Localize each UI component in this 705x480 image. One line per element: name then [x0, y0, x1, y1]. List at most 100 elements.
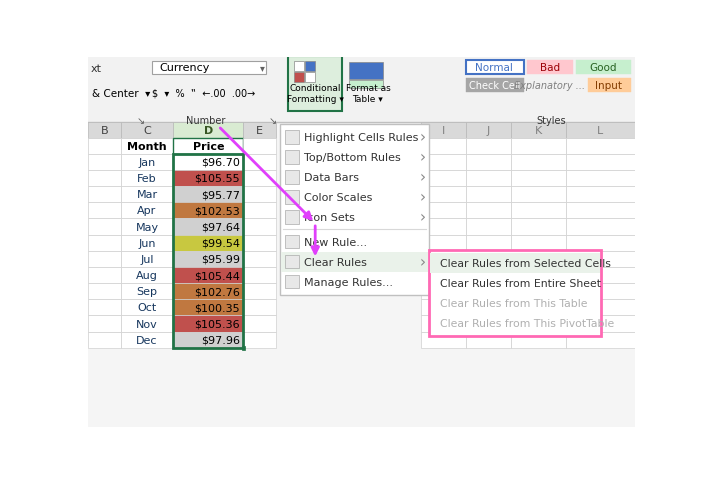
- Bar: [465, 138, 510, 155]
- Text: Icon Sets: Icon Sets: [304, 213, 355, 222]
- FancyBboxPatch shape: [288, 57, 343, 112]
- Text: $102.53: $102.53: [195, 206, 240, 216]
- Text: Check Cell: Check Cell: [469, 81, 520, 91]
- Bar: [173, 316, 243, 332]
- Text: Top/Bottom Rules: Top/Bottom Rules: [304, 153, 400, 163]
- Bar: [243, 187, 276, 203]
- Text: $97.96: $97.96: [201, 335, 240, 345]
- Text: Styles: Styles: [536, 116, 565, 126]
- Bar: [243, 267, 276, 284]
- Bar: [243, 138, 276, 155]
- Bar: [121, 219, 173, 235]
- Bar: [173, 187, 243, 203]
- Bar: [566, 316, 634, 332]
- Text: $97.64: $97.64: [201, 222, 240, 232]
- Bar: [243, 332, 276, 348]
- Bar: [285, 191, 299, 204]
- Bar: [173, 138, 243, 155]
- Bar: [88, 300, 121, 316]
- Bar: [173, 332, 243, 348]
- Bar: [173, 300, 243, 316]
- Bar: [465, 187, 510, 203]
- Bar: [88, 332, 121, 348]
- Bar: [510, 138, 566, 155]
- Bar: [422, 316, 465, 332]
- Bar: [243, 316, 276, 332]
- Bar: [285, 211, 299, 224]
- Text: Normal: Normal: [475, 63, 513, 73]
- Text: $95.99: $95.99: [201, 254, 240, 264]
- Bar: [243, 123, 276, 138]
- Text: L: L: [597, 126, 603, 135]
- Bar: [243, 251, 276, 267]
- Bar: [121, 170, 173, 187]
- Text: D: D: [204, 126, 213, 135]
- Text: Feb: Feb: [137, 174, 157, 184]
- Bar: [510, 300, 566, 316]
- Bar: [465, 170, 510, 187]
- FancyBboxPatch shape: [429, 251, 601, 336]
- Text: ›: ›: [420, 190, 426, 205]
- Bar: [566, 138, 634, 155]
- Bar: [88, 123, 121, 138]
- Text: Data Bars: Data Bars: [304, 172, 359, 182]
- Bar: [294, 73, 305, 83]
- Bar: [173, 170, 243, 187]
- Text: Jun: Jun: [138, 238, 156, 248]
- Bar: [465, 316, 510, 332]
- Bar: [510, 332, 566, 348]
- Bar: [285, 255, 299, 269]
- Text: Clear Rules from This Table: Clear Rules from This Table: [440, 299, 587, 309]
- Text: Dec: Dec: [136, 335, 158, 345]
- Text: Conditional
Formatting ▾: Conditional Formatting ▾: [287, 84, 343, 104]
- Bar: [88, 219, 121, 235]
- Bar: [510, 267, 566, 284]
- Bar: [566, 251, 634, 267]
- Bar: [465, 155, 510, 170]
- Bar: [88, 284, 121, 300]
- Bar: [121, 187, 173, 203]
- Text: ›: ›: [420, 210, 426, 225]
- Bar: [566, 219, 634, 235]
- Text: Bad: Bad: [540, 63, 560, 73]
- Bar: [88, 316, 121, 332]
- Bar: [243, 155, 276, 170]
- Text: Highlight Cells Rules: Highlight Cells Rules: [304, 132, 418, 143]
- Bar: [422, 187, 465, 203]
- Bar: [242, 347, 245, 350]
- Bar: [422, 123, 465, 138]
- Bar: [510, 187, 566, 203]
- Bar: [510, 123, 566, 138]
- Text: $96.70: $96.70: [201, 157, 240, 168]
- Text: $105.36: $105.36: [195, 319, 240, 329]
- Bar: [121, 332, 173, 348]
- FancyBboxPatch shape: [527, 60, 573, 75]
- Text: Apr: Apr: [137, 206, 157, 216]
- Bar: [173, 155, 243, 348]
- Bar: [121, 123, 173, 138]
- Bar: [121, 316, 173, 332]
- Bar: [566, 267, 634, 284]
- Bar: [173, 235, 243, 251]
- Text: $95.77: $95.77: [201, 190, 240, 200]
- Bar: [566, 155, 634, 170]
- Bar: [349, 81, 384, 88]
- Bar: [243, 235, 276, 251]
- Text: Mar: Mar: [137, 190, 158, 200]
- FancyBboxPatch shape: [345, 57, 391, 112]
- Bar: [173, 284, 243, 300]
- Text: $100.35: $100.35: [195, 303, 240, 312]
- Bar: [422, 170, 465, 187]
- Text: $105.55: $105.55: [195, 174, 240, 184]
- Text: Clear Rules from This PivotTable: Clear Rules from This PivotTable: [440, 318, 614, 328]
- Text: Jan: Jan: [138, 157, 156, 168]
- Bar: [88, 267, 121, 284]
- Bar: [285, 131, 299, 144]
- Text: Sep: Sep: [137, 287, 157, 297]
- Bar: [121, 235, 173, 251]
- Bar: [285, 275, 299, 289]
- Bar: [422, 155, 465, 170]
- Bar: [88, 155, 121, 170]
- Text: Oct: Oct: [137, 303, 157, 312]
- Text: xt: xt: [90, 64, 102, 74]
